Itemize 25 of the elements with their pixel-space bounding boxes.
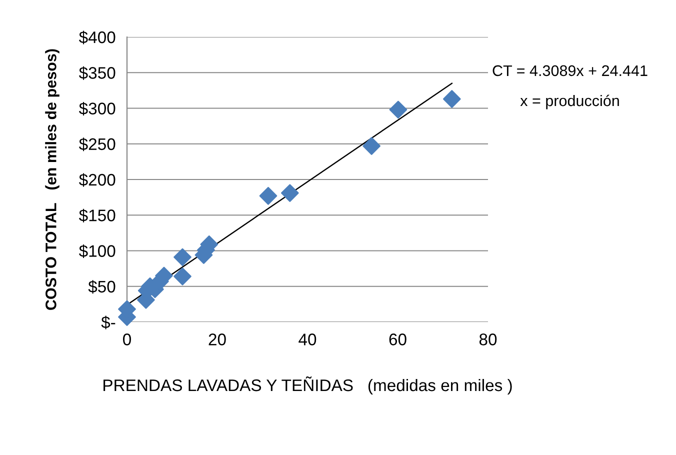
y-tick-label: $400 (78, 30, 116, 44)
point (174, 267, 192, 286)
y-tick-label: $150 (78, 208, 116, 222)
point (259, 186, 278, 205)
y-tick-label: $100 (78, 244, 116, 258)
x-tick-label: 20 (208, 334, 226, 346)
y-tick-label: $200 (78, 173, 116, 187)
x-tick-label: 0 (123, 334, 131, 346)
point (442, 90, 461, 108)
y-tick-label: $250 (78, 138, 116, 152)
y-tick-label: $- (101, 316, 116, 330)
text: CT = 4.3089x + 24.441 (492, 65, 648, 76)
point (174, 248, 192, 266)
y-tick-label: $350 (78, 66, 116, 80)
y-tick-label: $300 (78, 102, 116, 116)
text: x = producción (520, 94, 619, 110)
point (280, 184, 299, 202)
y-tick-label: $50 (88, 280, 116, 294)
y-axis-title: COSTO TOTAL (en miles de pesos) (45, 49, 60, 310)
x-tick-label: 40 (298, 334, 316, 346)
point (362, 137, 380, 155)
x-tick-label: 60 (389, 334, 406, 346)
x-tick-label: 80 (479, 334, 497, 346)
point (389, 100, 408, 119)
x-axis-title: PRENDAS LAVADAS Y TEÑIDAS (medidas en miles ) (104, 376, 512, 394)
